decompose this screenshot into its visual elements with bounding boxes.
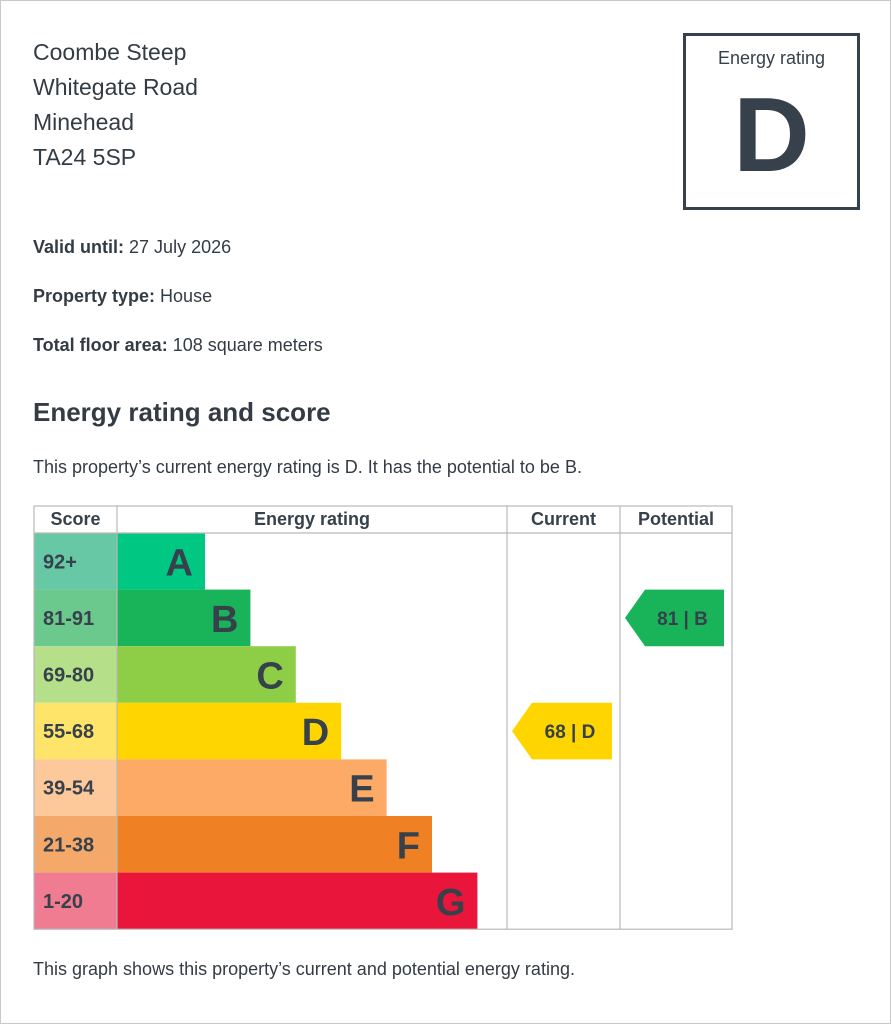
- score-label-e: 39-54: [43, 778, 95, 800]
- score-cell-f: [34, 816, 117, 873]
- address-line-3: Minehead: [33, 109, 135, 135]
- potential-rating-arrow: [625, 589, 724, 647]
- header-potential: Potential: [638, 509, 714, 529]
- property-type-label: Property type:: [33, 286, 156, 306]
- section-heading: Energy rating and score: [33, 397, 331, 427]
- score-cell-g: [34, 872, 117, 930]
- rating-bar-e: [117, 759, 387, 816]
- rating-letter-f: F: [397, 825, 420, 867]
- score-cell-c: [34, 646, 117, 703]
- rating-letter-e: E: [349, 769, 374, 811]
- rating-letter-d: D: [302, 712, 329, 754]
- score-label-d: 55-68: [43, 721, 94, 743]
- valid-until-value: 27 July 2026: [129, 237, 232, 257]
- score-label-f: 21-38: [43, 834, 94, 856]
- rating-bar-a: [117, 533, 205, 590]
- property-address: Coombe Steep Whitegate Road Minehead TA2…: [33, 35, 198, 175]
- rating-summary: This property’s current energy rating is…: [33, 457, 582, 477]
- current-rating-arrow: [512, 702, 612, 760]
- valid-until-label: Valid until:: [33, 237, 125, 257]
- rating-letter-b: B: [211, 599, 238, 641]
- energy-rating-box: Energy rating D: [683, 33, 860, 210]
- rating-bar-c: [117, 646, 296, 703]
- score-label-c: 69-80: [43, 665, 94, 687]
- address-postcode: TA24 5SP: [33, 144, 137, 170]
- property-type-value: House: [160, 286, 213, 306]
- score-label-b: 81-91: [43, 608, 94, 630]
- address-line-2: Whitegate Road: [33, 74, 198, 100]
- rating-bar-b: [117, 589, 251, 647]
- chart-frame: [33, 505, 733, 930]
- floor-area-label: Total floor area:: [33, 335, 168, 355]
- score-cell-a: [34, 533, 117, 590]
- rating-letter-c: C: [256, 656, 283, 698]
- floor-area: Total floor area: 108 square meters: [33, 335, 323, 356]
- energy-rating-box-label: Energy rating: [717, 48, 826, 68]
- rating-letter-g: G: [436, 882, 466, 924]
- header-score: Score: [50, 509, 100, 529]
- rating-bar-f: [117, 816, 432, 873]
- chart-caption: This graph shows this property’s current…: [33, 959, 575, 979]
- address-line-1: Coombe Steep: [33, 39, 187, 65]
- score-label-a: 92+: [43, 551, 77, 573]
- valid-until: Valid until: 27 July 2026: [33, 237, 231, 258]
- score-cell-e: [34, 759, 117, 816]
- current-rating-label: 68 | D: [545, 722, 596, 743]
- score-label-g: 1-20: [43, 891, 83, 913]
- score-cell-b: [34, 589, 117, 647]
- rating-bar-d: [117, 702, 342, 760]
- rating-letter-a: A: [166, 542, 193, 584]
- floor-area-value: 108 square meters: [172, 335, 323, 355]
- rating-bar-g: [117, 872, 478, 930]
- property-type: Property type: House: [33, 286, 212, 307]
- header-energy-rating: Energy rating: [254, 509, 370, 529]
- score-cell-d: [34, 702, 117, 760]
- potential-rating-label: 81 | B: [657, 609, 708, 630]
- header-current: Current: [531, 509, 596, 529]
- energy-rating-letter: D: [733, 76, 810, 194]
